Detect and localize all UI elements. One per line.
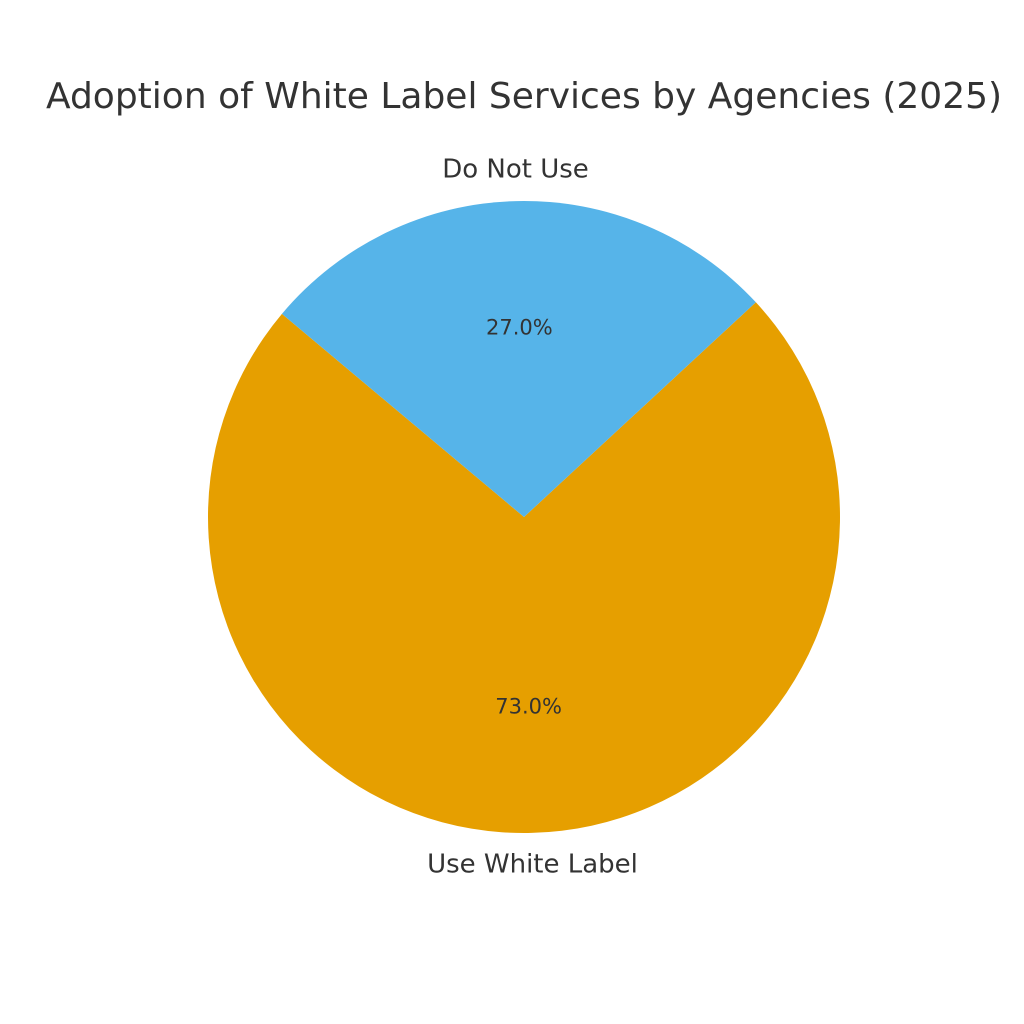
chart-title: Adoption of White Label Services by Agen…	[46, 76, 1002, 117]
pie-labels: Use White Label 73.0% Do Not Use 27.0%	[427, 155, 638, 880]
pie-slice-do-not-use	[281, 201, 756, 517]
percent-label-do-not-use: 27.0%	[486, 315, 553, 339]
slice-label-do-not-use: Do Not Use	[442, 155, 589, 185]
slice-label-use-white-label: Use White Label	[427, 850, 638, 880]
pie-slice-use-white-label	[207, 302, 840, 834]
percent-label-use-white-label: 73.0%	[495, 695, 562, 719]
pie-slices	[207, 201, 840, 834]
